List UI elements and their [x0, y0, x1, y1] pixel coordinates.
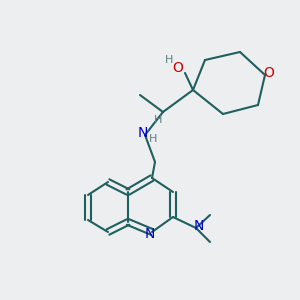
- Text: O: O: [264, 66, 274, 80]
- Text: O: O: [172, 61, 183, 75]
- Text: H: H: [165, 55, 173, 65]
- Text: N: N: [138, 126, 148, 140]
- Text: H: H: [154, 115, 162, 125]
- Text: N: N: [194, 219, 204, 233]
- Text: H: H: [149, 134, 157, 144]
- Text: N: N: [145, 227, 155, 241]
